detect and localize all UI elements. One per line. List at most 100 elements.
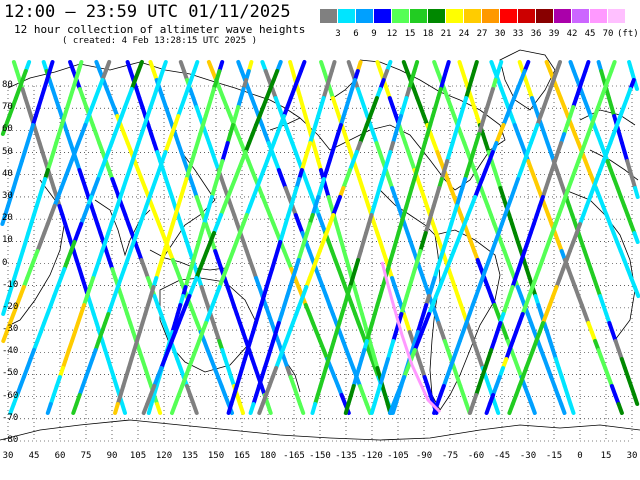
longitude-label: 90 [106, 451, 118, 461]
track-segment [1, 303, 8, 316]
coast-africa-west [564, 189, 636, 341]
longitude-label: 30 [626, 451, 638, 461]
track-segment [568, 402, 576, 415]
legend-tick-label: 36 [530, 29, 542, 39]
longitude-label: -150 [309, 451, 331, 461]
coast-antarctica [0, 419, 640, 441]
longitude-label: -30 [519, 451, 537, 461]
track-segment [468, 402, 475, 415]
latitude-label: -30 [2, 324, 19, 335]
track-segment [155, 402, 163, 415]
legend-swatch [356, 9, 373, 23]
track-segment [632, 393, 640, 406]
legend-tick-label: 21 [440, 29, 452, 39]
track-segment [632, 231, 640, 244]
longitude-label: 135 [181, 451, 199, 461]
legend-swatch [554, 9, 571, 23]
track-segment [191, 402, 199, 415]
track-segment [8, 402, 16, 415]
track-segment [343, 402, 351, 415]
longitude-label: -105 [387, 451, 409, 461]
track-segment [632, 285, 640, 298]
longitude-label: -165 [283, 451, 305, 461]
longitude-label: 180 [259, 451, 277, 461]
legend-swatch [428, 9, 445, 23]
legend-tick-label: 24 [458, 29, 470, 39]
legend-swatch [572, 9, 589, 23]
legend-swatch [464, 9, 481, 23]
track-segment [1, 330, 9, 343]
coast-eurasia-north [7, 61, 331, 151]
track-segment [257, 402, 265, 415]
longitude-label: -135 [335, 451, 357, 461]
latitude-label: -10 [2, 279, 19, 290]
latitude-label: -60 [2, 390, 19, 401]
legend-tick-label: 27 [476, 29, 488, 39]
legend-tick-label: 42 [566, 29, 578, 39]
track-segment [238, 402, 245, 415]
track-segment [45, 402, 53, 415]
legend-tick-label: 30 [494, 29, 506, 39]
latitude-label: 30 [2, 190, 13, 201]
longitude-label: 120 [155, 451, 173, 461]
longitude-label: 30 [2, 451, 14, 461]
track-segment [616, 402, 624, 415]
track-segment [364, 402, 373, 415]
latitude-label: 70 [2, 102, 13, 113]
track-segment [71, 402, 79, 415]
track-segment [0, 123, 9, 136]
legend-tick-label: 15 [404, 29, 416, 39]
track-segment [310, 402, 318, 415]
longitude-label: 0 [577, 451, 583, 461]
legend-swatch [518, 9, 535, 23]
legend-tick-label: 18 [422, 29, 434, 39]
longitude-label: -120 [361, 451, 383, 461]
longitude-label: -90 [415, 451, 433, 461]
longitude-label: 150 [207, 451, 225, 461]
legend-swatch [320, 9, 337, 23]
track-segment [633, 186, 640, 199]
legend-tick-label: 12 [386, 29, 398, 39]
latitude-label: -50 [2, 368, 19, 379]
latitude-label: 0 [2, 257, 8, 268]
track-segment [493, 402, 501, 415]
track-segment [369, 402, 377, 415]
longitude-label: 165 [233, 451, 251, 461]
legend-tick-label: 3 [335, 29, 341, 39]
longitude-label: -15 [545, 451, 563, 461]
latitude-label: -40 [2, 346, 19, 357]
latitude-label: -20 [2, 301, 19, 312]
track-segment [141, 402, 150, 415]
legend-swatch [410, 9, 427, 23]
legend-tick-label: 9 [371, 29, 377, 39]
legend-tick-label: 6 [353, 29, 359, 39]
legend-swatch [446, 9, 463, 23]
latitude-label: 50 [2, 146, 13, 157]
track-segment [146, 402, 154, 415]
track-segment [113, 402, 120, 415]
latitude-label: 60 [2, 124, 13, 135]
longitude-label: 60 [54, 451, 66, 461]
legend-swatch [482, 9, 499, 23]
page-subtitle: 12 hour collection of altimeter wave hei… [14, 23, 306, 36]
legend-swatch [608, 9, 625, 23]
legend-swatch [392, 9, 409, 23]
track-segment [559, 402, 567, 415]
longitude-label: -60 [467, 451, 485, 461]
track-segment [0, 213, 8, 226]
legend-tick-label: 33 [512, 29, 524, 39]
legend-swatch [338, 9, 355, 23]
track-segment [507, 402, 515, 415]
latitude-label: 80 [2, 80, 13, 90]
legend-swatch [590, 9, 607, 23]
legend-tick-label: 45 [584, 29, 596, 39]
altimeter-tracks [0, 60, 640, 415]
track-segment [226, 402, 234, 415]
longitude-label: 105 [129, 451, 147, 461]
legend-swatch [536, 9, 553, 23]
longitude-label: -45 [493, 451, 511, 461]
longitude-label: 75 [80, 451, 92, 461]
track-segment [170, 402, 178, 415]
latitude-label: 10 [2, 235, 13, 246]
